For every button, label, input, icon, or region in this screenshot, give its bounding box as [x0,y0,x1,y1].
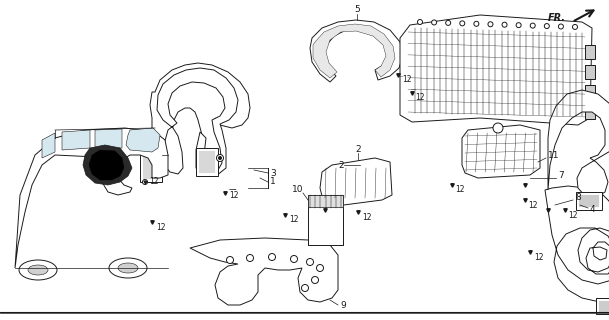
Text: 12: 12 [156,223,166,233]
Polygon shape [545,186,609,302]
Text: 12: 12 [534,253,543,262]
Circle shape [219,156,222,159]
Bar [585,45,595,59]
Polygon shape [42,133,55,158]
Polygon shape [143,63,250,182]
Circle shape [474,21,479,26]
Text: 12: 12 [402,76,412,84]
Polygon shape [548,90,609,198]
Circle shape [493,123,503,133]
Ellipse shape [109,258,147,278]
Circle shape [530,23,535,28]
Circle shape [311,276,319,284]
Bar [585,105,595,119]
Text: 12: 12 [568,211,577,220]
Text: 12: 12 [528,201,538,210]
Text: 12: 12 [455,186,465,195]
Polygon shape [320,158,392,206]
Bar [596,298,609,314]
Circle shape [432,20,437,25]
Circle shape [544,24,549,28]
Text: 9: 9 [340,300,346,309]
Text: 12: 12 [229,191,239,201]
Circle shape [301,284,309,292]
Polygon shape [190,238,338,305]
Circle shape [502,22,507,27]
Text: 10: 10 [292,186,303,195]
Bar [196,148,218,176]
Circle shape [317,265,323,271]
Text: —: — [229,186,237,195]
Bar [585,65,595,79]
Polygon shape [15,128,168,268]
Polygon shape [89,150,124,180]
Polygon shape [313,24,395,78]
Text: 12: 12 [289,215,298,225]
Ellipse shape [118,263,138,273]
Polygon shape [95,129,122,149]
Bar [140,148,162,182]
Circle shape [247,254,253,261]
Circle shape [217,155,224,162]
Bar [143,151,159,179]
Text: 8: 8 [575,194,581,203]
Circle shape [227,257,233,263]
Text: FR.: FR. [548,13,566,23]
Text: 11: 11 [548,150,560,159]
Circle shape [488,22,493,27]
Circle shape [269,253,275,260]
Text: 4: 4 [590,205,596,214]
Polygon shape [400,15,592,125]
Circle shape [306,259,314,266]
Circle shape [558,24,563,29]
Text: 12: 12 [415,93,424,102]
Text: 2: 2 [338,161,343,170]
Polygon shape [462,125,540,178]
Circle shape [516,23,521,28]
Polygon shape [83,145,132,185]
Bar [199,151,215,173]
Bar [308,195,343,245]
Circle shape [446,20,451,25]
Polygon shape [157,68,238,176]
Text: 1: 1 [270,178,276,187]
Circle shape [418,20,423,25]
Bar [308,195,343,207]
Polygon shape [310,20,403,82]
Polygon shape [126,128,160,152]
Polygon shape [62,130,90,150]
Ellipse shape [28,265,48,275]
Text: 3: 3 [270,169,276,178]
Bar [585,85,595,99]
Circle shape [143,180,147,185]
Text: 2: 2 [355,146,361,155]
Bar [599,301,609,312]
Text: —: — [411,87,417,92]
Text: 12: 12 [149,178,158,187]
Text: —: — [398,75,404,79]
Text: 12: 12 [362,212,371,221]
Bar [576,192,602,210]
Text: 5: 5 [354,5,360,14]
Bar [579,195,599,207]
Circle shape [572,24,577,29]
Text: 7: 7 [558,171,564,180]
Circle shape [460,21,465,26]
Ellipse shape [19,260,57,280]
Circle shape [290,255,298,262]
